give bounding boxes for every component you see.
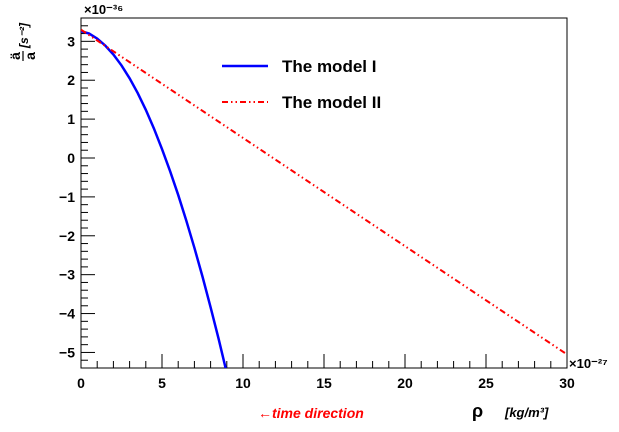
x-axis-label: [kg/m³] bbox=[504, 405, 549, 420]
x-tick-label: 30 bbox=[559, 375, 575, 391]
x-tick-label: 15 bbox=[316, 375, 332, 391]
x-tick-label: 20 bbox=[397, 375, 413, 391]
x-exponent-label: ×10⁻²⁷ bbox=[569, 356, 608, 371]
x-axis-ticks: 0 5 10 15 20 25 30 bbox=[77, 354, 575, 391]
x-tick-label: 5 bbox=[158, 375, 166, 391]
time-direction-annotation: ←time direction bbox=[258, 405, 364, 421]
y-tick-label: −5 bbox=[59, 344, 75, 360]
y-tick-label: −4 bbox=[59, 306, 75, 322]
x-tick-label: 0 bbox=[77, 375, 85, 391]
y-tick-label: 0 bbox=[67, 150, 75, 166]
legend-label-model-1: The model I bbox=[282, 57, 376, 76]
legend: The model I The model II bbox=[222, 57, 381, 112]
x-tick-label: 10 bbox=[235, 375, 251, 391]
y-label-denominator: a bbox=[22, 52, 38, 60]
y-label-unit: [s⁻²] bbox=[17, 22, 31, 49]
series-model-1-line bbox=[81, 30, 227, 368]
series-layer bbox=[81, 28, 567, 368]
y-tick-label: 3 bbox=[67, 33, 75, 49]
x-tick-label: 25 bbox=[478, 375, 494, 391]
y-tick-label: −2 bbox=[59, 228, 75, 244]
y-tick-label: 2 bbox=[67, 72, 75, 88]
series-model-2-line bbox=[81, 28, 567, 356]
y-label-numerator: ä bbox=[7, 52, 23, 60]
y-exponent-label: ×10⁻³⁶ bbox=[84, 2, 123, 17]
legend-label-model-2: The model II bbox=[282, 93, 381, 112]
y-tick-label: −1 bbox=[59, 189, 75, 205]
y-axis-label: ä a [s⁻²] bbox=[7, 22, 38, 61]
y-tick-label: −3 bbox=[59, 267, 75, 283]
y-tick-label: 1 bbox=[67, 111, 75, 127]
x-axis-symbol: ρ bbox=[472, 401, 483, 421]
y-axis-ticks: 3 2 1 0 −1 −2 −3 −4 −5 bbox=[59, 17, 95, 369]
